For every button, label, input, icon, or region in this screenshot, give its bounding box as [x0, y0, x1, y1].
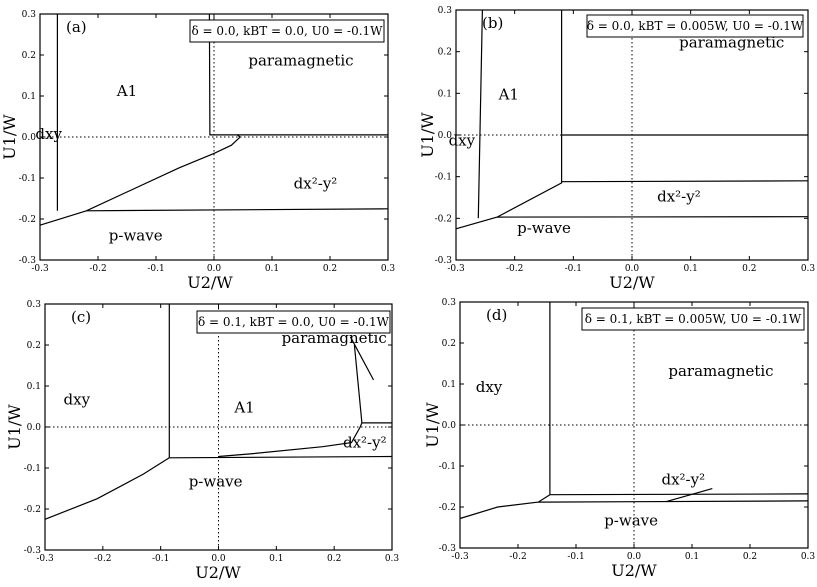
region-label: A1 — [498, 86, 519, 104]
y-axis-label: U1/W — [423, 402, 442, 448]
region-label: dx²-y² — [343, 434, 387, 452]
region-label: p-wave — [517, 219, 571, 237]
region-label: dx²-y² — [661, 470, 705, 488]
phase-boundary — [456, 10, 562, 229]
y-tick-label: -0.3 — [439, 544, 457, 554]
phase-boundary — [169, 457, 392, 458]
x-tick-label: -0.2 — [94, 554, 111, 564]
y-tick-label: 0.1 — [27, 382, 41, 392]
x-tick-label: 0.3 — [801, 264, 816, 274]
phase-boundary — [45, 458, 169, 520]
y-tick-label: 0.0 — [442, 421, 457, 431]
region-label: dx²-y² — [657, 188, 701, 206]
y-tick-label: 0.3 — [27, 300, 42, 310]
x-tick-label: 0.1 — [269, 554, 283, 564]
x-tick-label: 0.2 — [327, 554, 341, 564]
phase-boundary — [478, 10, 482, 218]
y-tick-label: 0.1 — [438, 89, 452, 99]
y-tick-label: -0.3 — [19, 256, 37, 266]
phase-boundary — [562, 181, 808, 182]
panel-label: (b) — [482, 14, 503, 32]
y-tick-label: 0.2 — [27, 341, 41, 351]
panel-label: (d) — [486, 306, 507, 324]
region-label: A1 — [233, 399, 254, 417]
region-label: dxy — [449, 131, 476, 149]
y-axis-label: U1/W — [0, 114, 19, 160]
phase-boundary — [219, 423, 362, 457]
x-tick-label: 0.1 — [685, 552, 699, 562]
x-tick-label: -0.2 — [89, 264, 106, 274]
y-tick-label: -0.3 — [24, 546, 42, 556]
region-label: paramagnetic — [248, 51, 353, 69]
x-tick-label: 0.3 — [381, 264, 396, 274]
x-axis-label: U2/W — [195, 563, 241, 582]
y-tick-label: 0.0 — [27, 423, 42, 433]
panel-label: (c) — [71, 308, 91, 326]
x-tick-label: -0.1 — [152, 554, 169, 564]
region-label: p-wave — [189, 472, 243, 490]
phase-boundary — [86, 209, 388, 211]
y-axis-label: U1/W — [5, 404, 24, 450]
x-axis-label: U2/W — [609, 273, 655, 292]
y-tick-label: -0.1 — [19, 174, 36, 184]
y-tick-label: 0.2 — [438, 48, 452, 58]
region-label: dxy — [476, 378, 503, 396]
x-tick-label: -0.1 — [565, 264, 582, 274]
y-tick-label: 0.1 — [22, 92, 36, 102]
legend-text: δ = 0.0, kBT = 0.0, U0 = -0.1W — [191, 24, 383, 38]
x-tick-label: -0.2 — [506, 264, 523, 274]
region-label: dxy — [35, 125, 62, 143]
y-tick-label: -0.1 — [435, 173, 452, 183]
x-tick-label: 0.1 — [265, 264, 279, 274]
x-axis-label: U2/W — [611, 561, 657, 580]
x-tick-label: 0.2 — [323, 264, 337, 274]
x-axis-label: U2/W — [187, 273, 233, 292]
phase-boundary — [666, 489, 712, 502]
y-tick-label: 0.3 — [442, 298, 457, 308]
x-tick-label: 0.3 — [801, 552, 816, 562]
x-tick-label: 0.1 — [684, 264, 698, 274]
phase-boundary — [460, 495, 550, 519]
y-tick-label: -0.1 — [439, 462, 456, 472]
x-tick-label: 0.2 — [743, 552, 757, 562]
region-label: A1 — [116, 82, 137, 100]
phase-boundary — [538, 501, 808, 502]
x-tick-label: -0.1 — [147, 264, 164, 274]
y-axis-label: U1/W — [418, 112, 437, 158]
legend-text: δ = 0.0, kBT = 0.005W, U0 = -0.1W — [587, 19, 804, 33]
y-tick-label: 0.2 — [22, 51, 36, 61]
y-tick-label: 0.0 — [22, 133, 37, 143]
legend-text: δ = 0.1, kBT = 0.005W, U0 = -0.1W — [585, 312, 802, 326]
legend-text: δ = 0.1, kBT = 0.0, U0 = -0.1W — [198, 315, 390, 329]
y-tick-label: -0.3 — [435, 256, 453, 266]
phase-boundary — [40, 14, 240, 225]
panel-label: (a) — [66, 18, 87, 36]
region-label: dxy — [64, 390, 91, 408]
region-label: p-wave — [109, 227, 163, 245]
y-tick-label: -0.1 — [24, 464, 41, 474]
y-tick-label: -0.2 — [439, 503, 456, 513]
y-tick-label: 0.3 — [438, 6, 453, 16]
y-tick-label: 0.3 — [22, 10, 37, 20]
x-tick-label: 0.2 — [742, 264, 756, 274]
region-label: dx²-y² — [294, 174, 338, 192]
y-tick-label: -0.2 — [435, 214, 452, 224]
region-label: paramagnetic — [668, 362, 773, 380]
y-tick-label: 0.2 — [442, 339, 456, 349]
x-tick-label: -0.1 — [567, 552, 584, 562]
y-tick-label: -0.2 — [24, 505, 41, 515]
y-tick-label: -0.2 — [19, 215, 36, 225]
x-tick-label: -0.2 — [509, 552, 526, 562]
x-tick-label: 0.3 — [385, 554, 400, 564]
y-tick-label: 0.1 — [442, 380, 456, 390]
phase-boundary — [550, 494, 808, 495]
region-label: p-wave — [604, 511, 658, 529]
